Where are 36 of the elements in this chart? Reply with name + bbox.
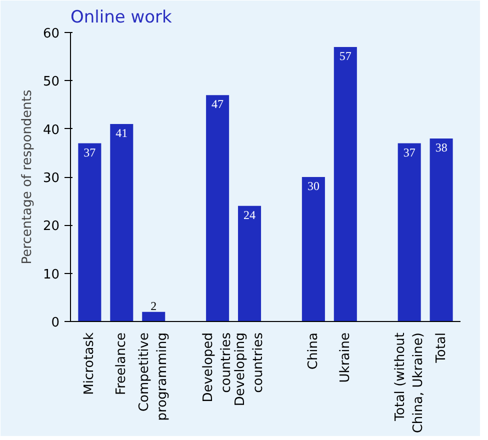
data-label: 30 [307,179,320,193]
x-tick-label: China [306,332,321,370]
data-label: 2 [150,298,157,313]
x-tick-label: Total [434,332,449,364]
data-label: 24 [244,208,256,222]
y-tick-label: 30 [42,171,60,186]
x-tick-label: Ukraine [338,332,353,383]
data-label: 37 [403,145,416,160]
y-tick-label: 60 [42,26,60,42]
y-axis-title: Percentage of respondents [20,89,35,264]
y-tick-label: 20 [42,219,60,234]
y-tick-label: 50 [42,74,60,90]
x-tick-label: Microtask [82,332,98,395]
chart-title: Online work [70,8,172,28]
bar [206,95,230,322]
bar [78,143,102,322]
data-label: 41 [116,126,128,140]
x-tick-label: Freelance [114,332,130,396]
y-tick-label: 40 [42,122,60,138]
data-label: 57 [339,48,352,63]
y-tick-label: 0 [51,316,60,330]
data-label: 37 [84,145,96,160]
data-label: 47 [212,97,224,112]
x-tick-label: Total (without China, Ukraine) [392,332,426,434]
data-label: 38 [435,140,448,154]
bar [334,46,357,322]
bar [238,206,262,322]
bar [430,138,453,322]
x-tick-label: Developed countries [201,332,234,402]
x-tick-label: Developing countries [233,332,266,406]
x-tick-label: Competitive programming [137,332,170,421]
y-tick-label: 10 [42,267,60,282]
bar [110,124,134,322]
bar [302,177,325,322]
bar [398,143,421,322]
bar [142,312,166,322]
